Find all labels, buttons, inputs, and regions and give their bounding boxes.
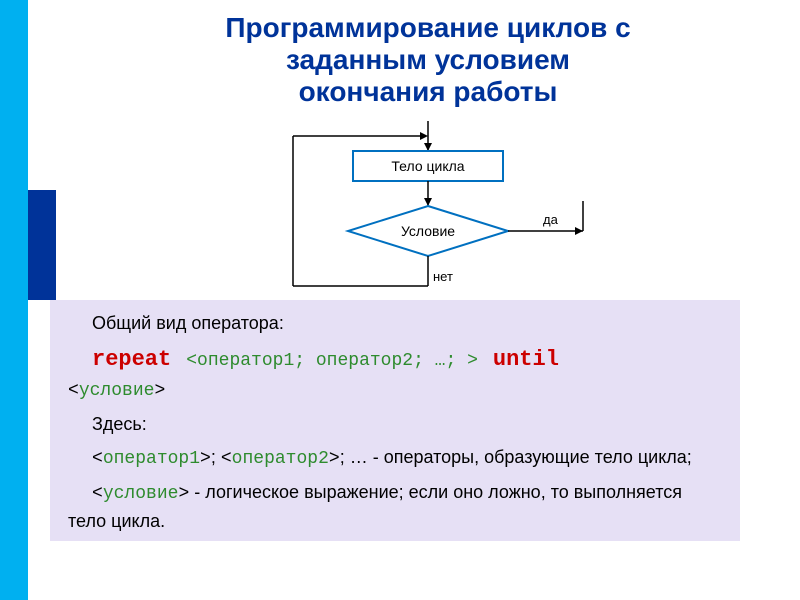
repeat-keyword: repeat [92,347,171,372]
flowchart-yes-label: да [543,212,559,227]
intro-line: Общий вид оператора: [68,310,722,337]
cond-ident: условие [103,484,179,504]
title-line1: Программирование циклов с [225,12,630,43]
title-line3: окончания работы [299,76,558,107]
ops-desc-text: ; … - операторы, образующие тело цикла; [340,447,692,467]
title-line2: заданным условием [286,44,570,75]
flowchart-cond-label: Условие [401,223,455,239]
ops-placeholder: <оператор1; оператор2; …; > [186,351,478,371]
op1-ident: оператор1 [103,449,200,469]
cond-desc-line: <условие> - логическое выражение; если о… [68,479,722,535]
flowchart: Тело цикла Условие да нет [203,121,653,311]
operator-description: Общий вид оператора: repeat <оператор1; … [50,300,740,541]
ops-desc-line: <оператор1>; <оператор2>; … - операторы,… [68,444,722,473]
left-accent [28,190,56,300]
page-title: Программирование циклов с заданным услов… [56,0,800,117]
flowchart-no-label: нет [433,269,453,284]
until-keyword: until [493,347,559,372]
op2-ident: оператор2 [232,449,329,469]
syntax-line: repeat <оператор1; оператор2; …; > until… [68,343,722,405]
flowchart-svg: Тело цикла Условие да нет [203,121,653,311]
flowchart-body-label: Тело цикла [391,158,464,174]
cond-placeholder: условие [79,381,155,401]
here-line: Здесь: [68,411,722,438]
left-strip [0,0,28,600]
